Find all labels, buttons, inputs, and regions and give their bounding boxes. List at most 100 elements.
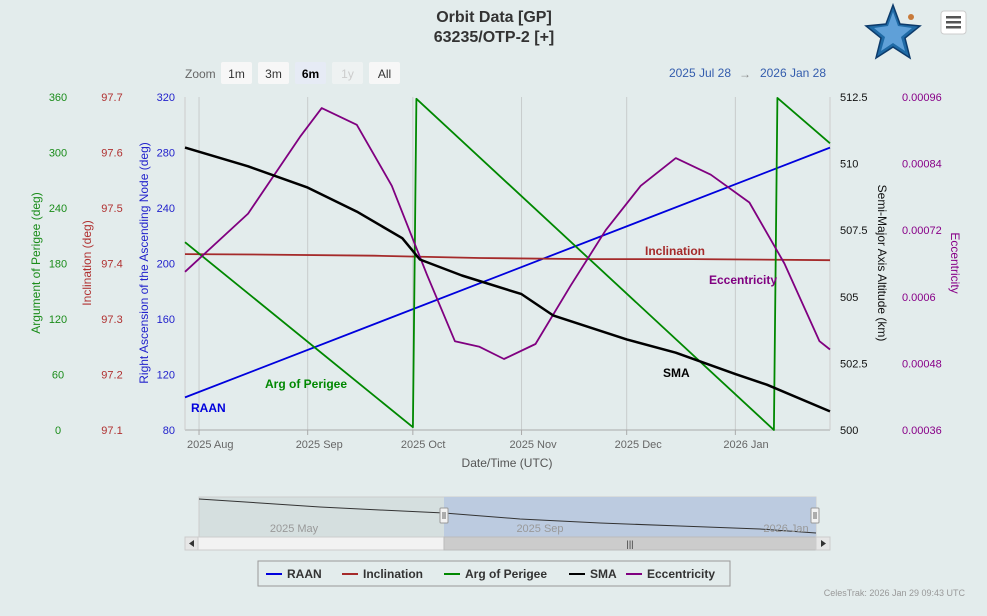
x-axis-title: Date/Time (UTC): [462, 456, 553, 470]
series-line-sma[interactable]: [184, 146, 831, 413]
y-tick-label-perigee: 60: [52, 370, 64, 382]
series-label-eccentricity: Eccentricity: [709, 273, 777, 287]
legend-item-arg-of-perigee[interactable]: Arg of Perigee: [444, 567, 547, 581]
y-tick-label-perigee: 300: [49, 148, 67, 160]
series-line-arg-of-perigee[interactable]: [184, 97, 831, 431]
series-line-eccentricity[interactable]: [184, 107, 831, 360]
y-axis-title-perigee: Argument of Perigee (deg): [29, 192, 43, 333]
svg-text:3m: 3m: [265, 67, 282, 81]
credits[interactable]: CelesTrak: 2026 Jan 29 09:43 UTC: [824, 588, 966, 598]
legend-label: Arg of Perigee: [465, 567, 547, 581]
y-tick-label-sma: 510: [840, 159, 858, 171]
zoom-button-1y: 1y: [332, 62, 363, 84]
range-from-date[interactable]: 2025 Jul 28: [669, 66, 731, 80]
legend-label: Inclination: [363, 567, 423, 581]
y-axis-title-eccentricity: Eccentricity: [948, 232, 962, 293]
y-tick-label-raan: 160: [157, 314, 175, 326]
chart-subtitle: 63235/OTP-2 [+]: [434, 29, 555, 46]
y-tick-label-ecc: 0.00036: [902, 425, 942, 437]
y-tick-label-ecc: 0.00072: [902, 225, 942, 237]
y-tick-label-raan: 80: [163, 425, 175, 437]
zoom-label: Zoom: [185, 67, 216, 81]
y-tick-label-raan: 240: [157, 203, 175, 215]
series-label-raan: RAAN: [191, 401, 226, 415]
y-tick-label-sma: 512.5: [840, 92, 868, 104]
zoom-button-6m[interactable]: 6m: [295, 62, 326, 84]
navigator-selected-range[interactable]: [444, 497, 816, 537]
hamburger-menu-button[interactable]: [940, 10, 967, 35]
celestrak-star-icon: [864, 2, 922, 60]
svg-text:6m: 6m: [302, 67, 319, 81]
y-tick-label-raan: 120: [157, 370, 175, 382]
scrollbar[interactable]: |||: [184, 536, 831, 551]
y-tick-label-perigee: 180: [49, 259, 67, 271]
navigator-label-may: 2025 May: [270, 523, 319, 535]
y-tick-label-ecc: 0.00048: [902, 358, 942, 370]
chart-title: Orbit Data [GP]: [436, 9, 552, 26]
x-tick-label: 2026 Jan: [723, 439, 768, 451]
svg-text:1y: 1y: [341, 67, 354, 81]
series-label-arg-of-perigee: Arg of Perigee: [265, 377, 347, 391]
plot-background: [185, 97, 830, 430]
legend-item-eccentricity[interactable]: Eccentricity: [626, 567, 715, 581]
x-tick-label: 2025 Aug: [187, 439, 234, 451]
legend-box: [257, 560, 731, 587]
legend-label: SMA: [590, 567, 617, 581]
legend-item-raan[interactable]: RAAN: [266, 567, 322, 581]
scroll-left-arrow-icon: [189, 540, 194, 547]
y-tick-label-perigee: 360: [49, 92, 67, 104]
y-tick-label-incl: 97.7: [101, 92, 122, 104]
x-tick-label: 2025 Sep: [296, 439, 343, 451]
y-tick-label-perigee: 240: [49, 203, 67, 215]
hamburger-menu-icon: [946, 16, 961, 29]
series-label-inclination: Inclination: [645, 244, 705, 258]
navigator-right-handle[interactable]: [810, 507, 820, 524]
y-tick-label-incl: 97.4: [101, 259, 122, 271]
range-to-date[interactable]: 2026 Jan 28: [760, 66, 826, 80]
legend-item-sma[interactable]: SMA: [569, 567, 617, 581]
zoom-buttons: 1m 3m 6m 1y All: [221, 62, 400, 84]
series-line-raan[interactable]: [184, 146, 831, 399]
legend-item-inclination[interactable]: Inclination: [342, 567, 423, 581]
y-axis-title-sma: Semi-Major Axis Altitude (km): [875, 185, 889, 342]
y-tick-label-ecc: 0.0006: [902, 292, 936, 304]
navigator[interactable]: 2025 May 2025 Sep 2026 Jan: [198, 496, 820, 538]
y-tick-label-perigee: 0: [55, 425, 61, 437]
legend-label: Eccentricity: [647, 567, 715, 581]
series-line-inclination[interactable]: [184, 253, 831, 262]
navigator-series-line: [198, 498, 817, 534]
legend-label: RAAN: [287, 567, 322, 581]
y-tick-label-perigee: 120: [49, 314, 67, 326]
y-tick-label-sma: 500: [840, 425, 858, 437]
axes: 2025 Aug 2025 Sep 2025 Oct 2025 Nov 2025 Dec…: [49, 92, 942, 451]
navigator-label-jan: 2026 Jan: [763, 523, 808, 535]
scroll-right-arrow-icon: [821, 540, 826, 547]
svg-text:1m: 1m: [228, 67, 245, 81]
y-tick-label-raan: 280: [157, 148, 175, 160]
y-tick-label-incl: 97.1: [101, 425, 122, 437]
y-tick-label-sma: 505: [840, 292, 858, 304]
y-tick-label-incl: 97.3: [101, 314, 122, 326]
series-labels: RAAN Inclination Arg of Perigee SMA Eccentri…: [191, 244, 777, 415]
y-axis-title-inclination: Inclination (deg): [80, 220, 94, 305]
range-selector: Zoom 1m 3m 6m 1y All 2025 Jul 28 → 2026 Jan …: [185, 62, 826, 84]
series-lines: [184, 97, 831, 431]
y-tick-label-sma: 502.5: [840, 358, 868, 370]
zoom-button-3m[interactable]: 3m: [258, 62, 289, 84]
svg-text:All: All: [378, 67, 391, 81]
y-tick-label-ecc: 0.00084: [902, 159, 942, 171]
y-axis-title-raan: Right Ascension of the Ascending Node (d…: [137, 142, 151, 384]
y-tick-label-raan: 200: [157, 259, 175, 271]
series-label-sma: SMA: [663, 366, 690, 380]
plot-area: 2025 Aug 2025 Sep 2025 Oct 2025 Nov 2025 Dec…: [49, 92, 942, 451]
x-tick-label: 2025 Oct: [401, 439, 446, 451]
y-tick-label-incl: 97.5: [101, 203, 122, 215]
x-tick-label: 2025 Dec: [615, 439, 663, 451]
x-tick-label: 2025 Nov: [510, 439, 558, 451]
legend: RAAN Inclination Arg of Perigee SMA Eccentri…: [257, 560, 731, 587]
zoom-button-all[interactable]: All: [369, 62, 400, 84]
zoom-button-1m[interactable]: 1m: [221, 62, 252, 84]
y-tick-label-incl: 97.2: [101, 370, 122, 382]
navigator-left-handle[interactable]: [439, 507, 449, 524]
